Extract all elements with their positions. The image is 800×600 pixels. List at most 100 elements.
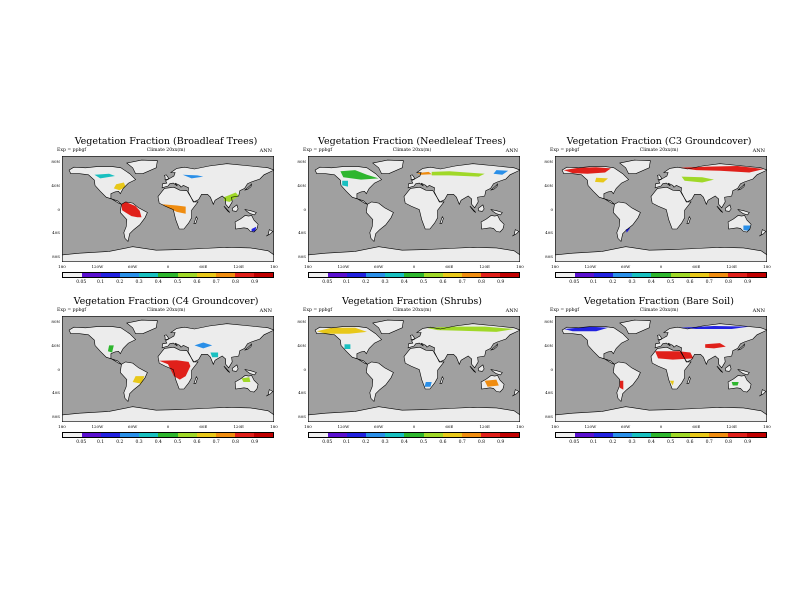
colorbar (308, 272, 520, 278)
colorbar-swatch (328, 273, 348, 277)
coastline-ng (737, 369, 750, 376)
coastline-uk (657, 334, 662, 340)
colorbar (62, 272, 274, 278)
coastline-uk (410, 174, 415, 180)
fraction-patch-4 (743, 225, 751, 231)
colorbar-label: 0.9 (251, 280, 259, 285)
map-panel-c3: Vegetation Fraction (C3 Groundcover) Exp … (544, 136, 771, 296)
lat-tick-label: 40S (545, 230, 553, 236)
fraction-patch-3 (493, 170, 509, 175)
coastline-su (716, 365, 724, 373)
lon-tick-label: 180 (58, 424, 66, 429)
lon-tick-label: 180 (551, 424, 559, 429)
world-map (555, 156, 767, 262)
coastline-md (439, 376, 444, 384)
world-map (308, 156, 520, 262)
coastline-gl (126, 159, 158, 175)
fraction-patch-2 (484, 379, 499, 387)
lon-tick-label: 180 (304, 424, 312, 429)
colorbar-swatch (632, 273, 652, 277)
land-ng (738, 209, 750, 215)
coastline-gl (372, 159, 404, 175)
land-uk (164, 334, 169, 340)
land-bo (478, 364, 485, 372)
coastline-su (469, 365, 477, 373)
lat-tick-label: 40S (545, 390, 553, 396)
colorbar-label: 0.6 (439, 440, 447, 445)
land-na (562, 166, 629, 205)
coastline-bo (231, 204, 239, 212)
colorbar-label: 0.7 (212, 440, 220, 445)
colorbar-swatch (594, 433, 614, 437)
colorbar-label: 0.7 (458, 440, 466, 445)
map-frame (555, 156, 767, 262)
colorbar-label: 0.1 (589, 280, 598, 285)
coastline-ng (244, 209, 257, 216)
colorbar-swatch (309, 433, 329, 437)
coastline-eu (161, 163, 274, 209)
colorbar-label: 0.5 (174, 440, 182, 445)
land-af (404, 347, 444, 389)
season-label: ANN (259, 148, 272, 154)
lat-tick-label: 40S (298, 230, 306, 236)
colorbar-swatch (556, 433, 576, 437)
coastline-au (480, 215, 505, 233)
lon-tick-label: 120W (337, 424, 350, 429)
lat-tick-label: 0 (57, 206, 60, 212)
colorbar-swatch (423, 273, 443, 277)
land-ng (491, 369, 503, 375)
colorbar-label: 0.2 (362, 440, 370, 445)
lon-tick-label: 120W (91, 424, 104, 429)
land-eu (655, 163, 767, 208)
colorbar-swatch (461, 433, 481, 437)
colorbar (555, 272, 767, 278)
colorbar (555, 432, 767, 438)
lat-tick-label: 40S (52, 390, 60, 396)
lat-tick-label: 0 (57, 366, 60, 372)
climate-note: Climate 20xx(m) (639, 148, 679, 153)
season-label: ANN (259, 308, 272, 314)
colorbar-swatch (82, 433, 102, 437)
land-uk (164, 174, 169, 180)
climate-note: Climate 20xx(m) (146, 308, 186, 313)
coastline-su (469, 205, 477, 213)
lon-tick-label: 60W (128, 264, 138, 269)
fraction-patch-4 (342, 180, 348, 187)
map-frame (62, 156, 274, 262)
colorbar-label: 0.7 (458, 280, 466, 285)
climate-note: Climate 20xx(m) (639, 308, 679, 313)
coastline-au (727, 375, 752, 393)
coastline-nz (759, 389, 767, 397)
panel-title: Vegetation Fraction (Bare Soil) (584, 296, 734, 307)
coastline-na (314, 166, 383, 205)
colorbar-label: 0.7 (705, 440, 713, 445)
lat-tick-label: 40N (544, 182, 553, 188)
lat-tick-label: 40N (544, 342, 553, 348)
coastline-an (555, 246, 767, 262)
coastline-nz (266, 229, 274, 237)
colorbar-swatch (689, 273, 709, 277)
coastline-an (555, 406, 767, 422)
lat-tick-label: 80N (51, 159, 60, 165)
coastline-na (561, 166, 630, 205)
fraction-patch-4 (678, 326, 750, 329)
colorbar-label: 0.3 (135, 280, 143, 285)
coastline-md (193, 376, 198, 384)
coastline-nz (759, 229, 767, 237)
land-bo (478, 204, 485, 212)
coastline-jp (244, 183, 252, 191)
land-uk (657, 174, 662, 180)
lat-tick-label: 80S (545, 253, 553, 259)
colorbar-swatch (347, 433, 367, 437)
colorbar-label: 0.9 (497, 280, 505, 285)
colorbar-label: 0.8 (477, 280, 486, 285)
lon-tick-label: 60W (621, 264, 631, 269)
lat-tick-label: 40N (297, 182, 306, 188)
colorbar-label: 0.3 (135, 440, 143, 445)
lon-tick-label: 60W (374, 424, 384, 429)
fraction-patch-5 (194, 342, 213, 349)
coastline-bo (724, 204, 732, 212)
coastline-an (308, 406, 520, 422)
land-eu (162, 323, 274, 368)
colorbar-swatch (708, 273, 728, 277)
